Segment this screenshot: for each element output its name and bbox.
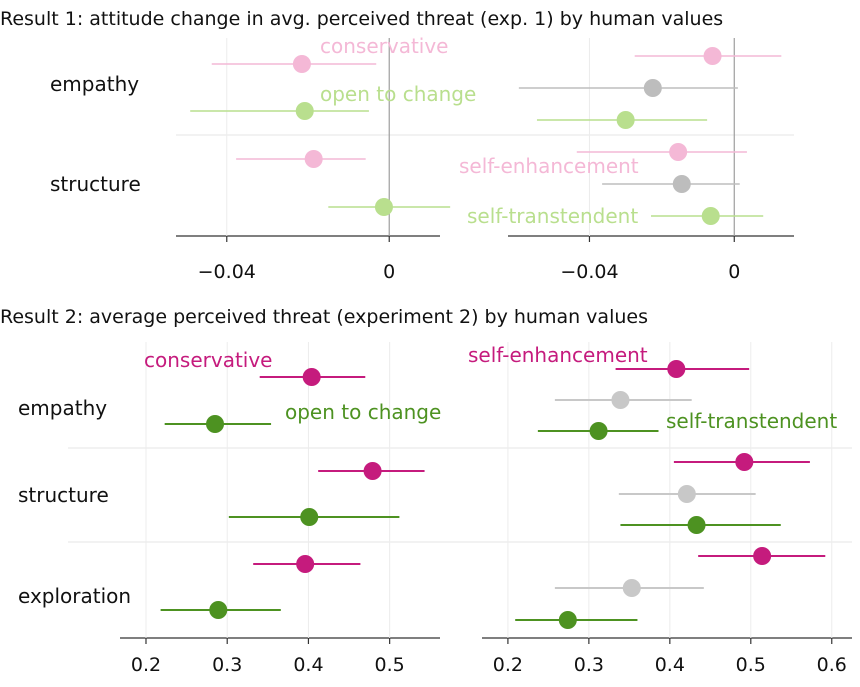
chart-2-left-series-1-exploration-point [209, 601, 228, 619]
chart-2-right-series-1-exploration-point [622, 579, 641, 597]
chart-1-row-label-structure: structure [50, 172, 141, 196]
chart-2: Result 2: average perceived threat (expe… [0, 306, 852, 676]
chart-1-row-label-empathy: empathy [50, 72, 139, 96]
chart-2-right-series-1-structure-point [677, 485, 696, 503]
chart-2-right-series-2-empathy-point [589, 422, 608, 440]
chart-2-left-series-1-empathy-point [206, 415, 225, 433]
chart-2-row-label-empathy: empathy [18, 396, 107, 420]
chart-1-right-series-label-self-enhancement: self-enhancement [459, 154, 639, 178]
chart-2-right-series-0-structure-point [735, 453, 754, 471]
chart-2-left-series-label-conservative: conservative [144, 348, 273, 372]
chart-2-right-panel: 0.2 0.3 0.4 0.5 0.6 [482, 342, 852, 676]
chart-2-right-series-1-empathy-point [611, 391, 630, 409]
chart-2-right-series-label-self-transtendent: self-transtendent [666, 409, 837, 433]
chart-2-left-tick-label-2: 0.4 [293, 654, 323, 676]
chart-1: Result 1: attitude change in avg. percei… [0, 8, 794, 283]
chart-1-right-tick-label-1: 0 [728, 261, 740, 283]
chart-1-right-tick-label-0: −0.04 [560, 261, 618, 283]
chart-1-left-series-label-open-to-change: open to change [320, 82, 476, 106]
chart-2-right-tick-label-4: 0.6 [817, 654, 847, 676]
chart-2-right-tick-label-3: 0.5 [736, 654, 766, 676]
chart-1-left-series-1-empathy-point [295, 102, 314, 120]
chart-2-right-series-0-exploration-point [753, 547, 772, 565]
chart-2-left-tick-label-0: 0.2 [131, 654, 161, 676]
chart-2-left-tick-label-1: 0.3 [212, 654, 242, 676]
chart-2-right-tick-label-1: 0.3 [574, 654, 604, 676]
chart-2-row-label-structure: structure [18, 483, 109, 507]
chart-1-right-series-1-structure-point [672, 175, 691, 193]
chart-2-left-series-label-open-to-change: open to change [285, 400, 441, 424]
chart-2-left-series-0-exploration-point [296, 555, 315, 573]
chart-1-left-series-label-conservative: conservative [320, 34, 449, 58]
chart-2-right-series-2-exploration-point [558, 611, 577, 629]
chart-2-right-series-label-self-enhancement: self-enhancement [468, 343, 648, 367]
chart-2-right-tick-label-0: 0.2 [493, 654, 523, 676]
chart-1-title: Result 1: attitude change in avg. percei… [0, 8, 723, 30]
chart-1-left-series-0-structure-point [304, 150, 323, 168]
chart-1-right-panel: −0.04 0 [508, 38, 794, 283]
chart-1-right-series-label-self-transtendent: self-transtendent [467, 204, 638, 228]
chart-1-right-series-1-empathy-point [643, 79, 662, 97]
chart-2-left-series-0-structure-point [363, 462, 382, 480]
chart-2-right-series-2-structure-point [687, 516, 706, 534]
chart-2-left-tick-label-3: 0.5 [375, 654, 405, 676]
chart-1-left-panel: −0.04 0 [176, 38, 451, 283]
chart-1-left-series-0-empathy-point [292, 55, 311, 73]
chart-1-left-tick-label-0: −0.04 [198, 261, 256, 283]
chart-2-left-series-1-structure-point [300, 508, 319, 526]
chart-2-left-series-0-empathy-point [302, 368, 321, 386]
chart-2-title: Result 2: average perceived threat (expe… [0, 306, 648, 328]
chart-2-gridlines [68, 447, 852, 543]
chart-2-right-tick-label-2: 0.4 [655, 654, 685, 676]
chart-1-right-series-0-structure-point [669, 143, 688, 161]
chart-2-right-series-0-empathy-point [667, 360, 686, 378]
chart-2-row-label-exploration: exploration [18, 584, 131, 608]
chart-1-left-series-1-structure-point [374, 198, 393, 216]
chart-1-left-tick-label-1: 0 [383, 261, 395, 283]
chart-1-right-series-2-empathy-point [616, 111, 635, 129]
chart-2-left-panel: 0.2 0.3 0.4 0.5 [120, 342, 440, 676]
chart-1-right-series-0-empathy-point [703, 47, 722, 65]
chart-1-right-series-2-structure-point [701, 207, 720, 225]
